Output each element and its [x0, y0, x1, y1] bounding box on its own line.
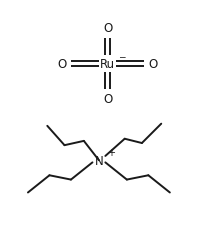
Text: +: +: [108, 147, 115, 158]
Text: N: N: [95, 154, 103, 167]
Text: −: −: [118, 52, 125, 61]
Text: O: O: [148, 58, 157, 71]
Text: O: O: [103, 22, 112, 35]
Text: O: O: [103, 93, 112, 106]
Text: Ru: Ru: [100, 58, 115, 71]
Text: O: O: [58, 58, 67, 71]
